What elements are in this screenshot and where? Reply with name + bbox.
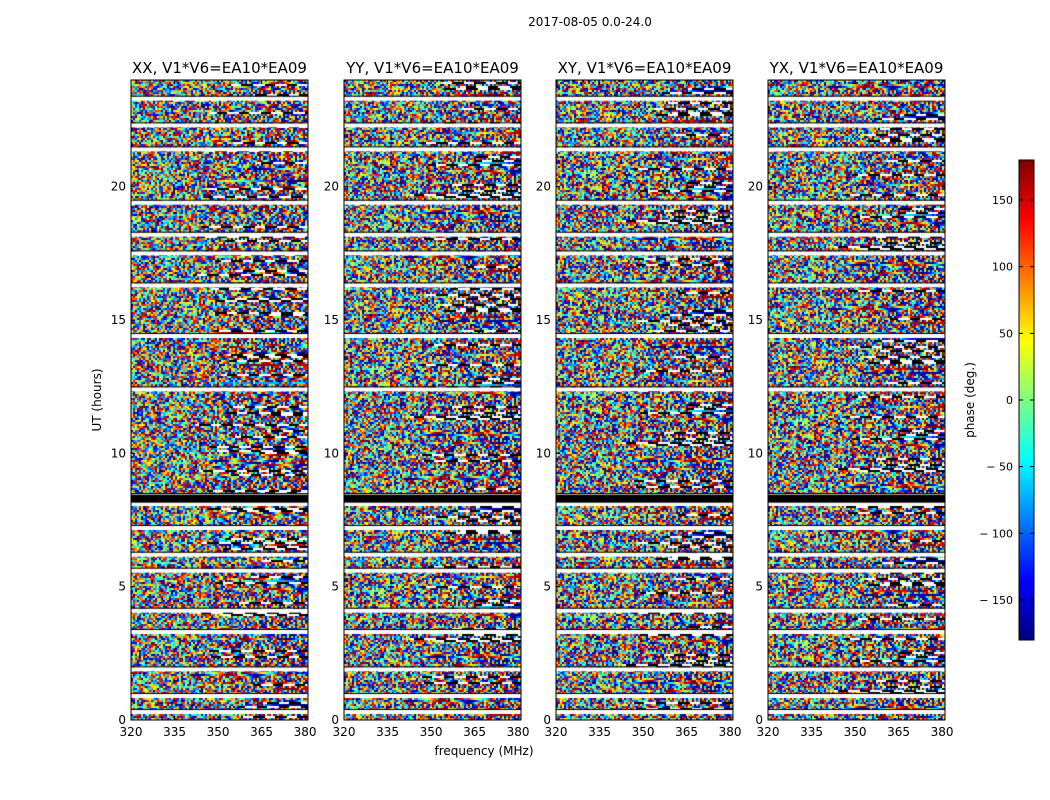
- axes-frame: [555, 79, 734, 721]
- ytick-label: 20: [536, 180, 551, 194]
- colorbar-tick-label: − 50: [986, 461, 1013, 474]
- ytick-label: 0: [755, 713, 763, 727]
- colorbar-tick-label: 100: [992, 261, 1013, 274]
- xtick-label: 380: [719, 725, 742, 739]
- panel-title: YX, V1*V6=EA10*EA09: [769, 59, 944, 77]
- panel-3: XY, V1*V6=EA10*EA09 320 335 350 365 380 0 5 10 15…: [536, 59, 742, 739]
- xtick-label: 380: [507, 725, 530, 739]
- panel-title: XX, V1*V6=EA10*EA09: [132, 59, 307, 77]
- heatmap-canvas: [131, 80, 308, 720]
- heatmap-canvas: [556, 80, 733, 720]
- colorbar-tick-label: 150: [992, 194, 1013, 207]
- heatmap-image: [344, 80, 521, 720]
- axes-frame: [130, 79, 309, 721]
- ytick-label: 15: [111, 313, 126, 327]
- ytick-label: 10: [324, 446, 339, 460]
- xtick-label: 380: [931, 725, 954, 739]
- panel-title: XY, V1*V6=EA10*EA09: [558, 59, 732, 77]
- xtick-label: 365: [250, 725, 273, 739]
- axes-frame: [343, 79, 522, 721]
- xtick-label: 335: [588, 725, 611, 739]
- panel-title: YY, V1*V6=EA10*EA09: [345, 59, 519, 77]
- xtick-label: 335: [800, 725, 823, 739]
- colorbar-tick-label: − 150: [979, 594, 1013, 607]
- ytick-label: 10: [536, 446, 551, 460]
- panel-4: YX, V1*V6=EA10*EA09 320 335 350 365 380 0 5 10 15…: [748, 59, 954, 739]
- ytick-label: 10: [748, 446, 763, 460]
- ytick-label: 10: [111, 446, 126, 460]
- heatmap-image: [556, 80, 733, 720]
- colorbar-tick-label: 50: [999, 327, 1013, 340]
- ytick-label: 0: [331, 713, 339, 727]
- figure-xlabel: frequency (MHz): [434, 744, 533, 758]
- xtick-label: 365: [887, 725, 910, 739]
- heatmap-canvas: [344, 80, 521, 720]
- heatmap-image: [131, 80, 308, 720]
- colorbar: 150 100 50 0 − 50 − 100 − 150 phase (deg.): [963, 159, 1035, 641]
- xtick-label: 320: [545, 725, 568, 739]
- xtick-label: 320: [120, 725, 143, 739]
- xtick-label: 350: [420, 725, 443, 739]
- ytick-label: 5: [755, 580, 763, 594]
- ytick-label: 0: [118, 713, 126, 727]
- colorbar-label: phase (deg.): [963, 362, 977, 438]
- ytick-label: 15: [536, 313, 551, 327]
- ytick-label: 15: [748, 313, 763, 327]
- xtick-label: 335: [376, 725, 399, 739]
- xtick-label: 350: [632, 725, 655, 739]
- colorbar-tick-label: 0: [1006, 394, 1013, 407]
- ytick-label: 0: [543, 713, 551, 727]
- ytick-label: 15: [324, 313, 339, 327]
- axes-frame: [767, 79, 946, 721]
- ytick-label: 20: [324, 180, 339, 194]
- ytick-label: 20: [111, 180, 126, 194]
- figure-ylabel: UT (hours): [90, 368, 104, 431]
- xtick-label: 350: [207, 725, 230, 739]
- panel-1: XX, V1*V6=EA10*EA09 320 335 350 365 380 0 5 10 15…: [111, 59, 317, 739]
- xtick-label: 350: [844, 725, 867, 739]
- colorbar-tick-label: − 100: [979, 527, 1013, 540]
- figure-suptitle: 2017-08-05 0.0-24.0: [528, 15, 652, 29]
- xtick-label: 380: [294, 725, 317, 739]
- ytick-label: 20: [748, 180, 763, 194]
- heatmap-image: [768, 80, 945, 720]
- xtick-label: 320: [333, 725, 356, 739]
- panel-2: YY, V1*V6=EA10*EA09 320 335 350 365 380 0 5 10 15…: [324, 59, 530, 739]
- heatmap-canvas: [768, 80, 945, 720]
- xtick-label: 335: [163, 725, 186, 739]
- panels-group: XX, V1*V6=EA10*EA09 320 335 350 365 380 0 5 10 15…: [111, 59, 954, 739]
- ytick-label: 5: [331, 580, 339, 594]
- xtick-label: 320: [757, 725, 780, 739]
- ytick-label: 5: [543, 580, 551, 594]
- xtick-label: 365: [675, 725, 698, 739]
- ytick-label: 5: [118, 580, 126, 594]
- xtick-label: 365: [463, 725, 486, 739]
